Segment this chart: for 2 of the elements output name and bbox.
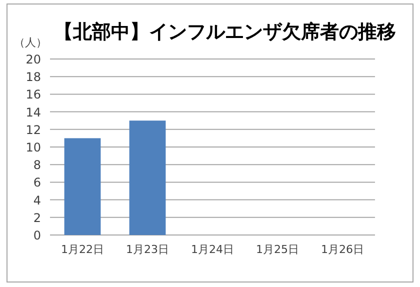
title: 【北部中】インフルエンザ欠席者の推移 bbox=[54, 21, 396, 43]
ylabel: （人） bbox=[14, 36, 47, 49]
